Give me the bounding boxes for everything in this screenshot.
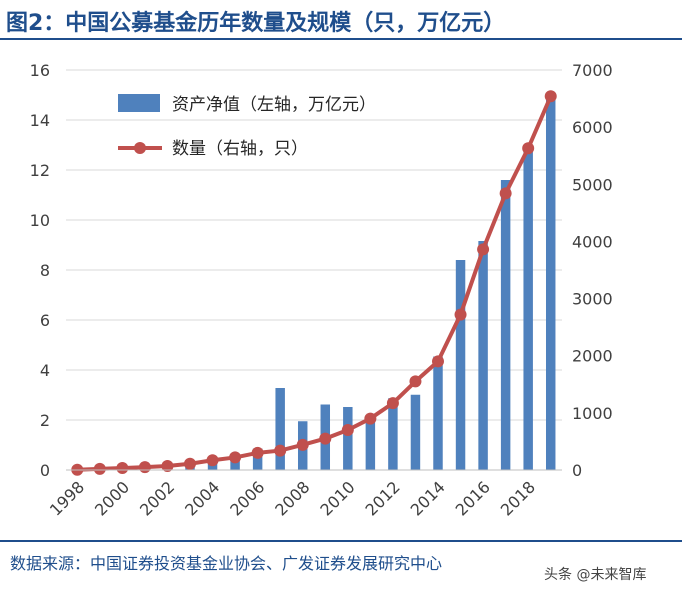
bar bbox=[410, 394, 421, 470]
right-tick-label: 7000 bbox=[572, 61, 613, 80]
count-point bbox=[138, 461, 151, 474]
count-point bbox=[93, 462, 106, 475]
count-point bbox=[116, 462, 129, 474]
count-point bbox=[296, 438, 309, 451]
bottom-rule bbox=[0, 540, 682, 542]
bar bbox=[230, 458, 240, 470]
legend-swatch-assets bbox=[118, 94, 160, 112]
asset-bars bbox=[72, 100, 556, 470]
count-polyline bbox=[77, 95, 553, 472]
left-tick-label: 16 bbox=[30, 61, 50, 80]
bar bbox=[545, 100, 556, 470]
x-tick-label: 2006 bbox=[226, 477, 268, 519]
count-point bbox=[341, 424, 354, 436]
x-tick-label: 2004 bbox=[181, 477, 223, 519]
count-point bbox=[454, 308, 467, 321]
title-bar: 图2：中国公募基金历年数量及规模（只，万亿元） bbox=[0, 0, 682, 40]
count-point bbox=[319, 432, 332, 445]
chart: 0 2 4 6 8 10 12 14 16 0 1000 2000 3000 4000 5000 6000 70… bbox=[30, 61, 613, 520]
bar bbox=[388, 398, 398, 470]
count-point bbox=[499, 187, 512, 200]
x-tick-label: 2002 bbox=[136, 477, 178, 519]
right-tick-label: 3000 bbox=[572, 290, 613, 309]
right-tick-label: 1000 bbox=[572, 404, 613, 423]
left-tick-label: 12 bbox=[30, 161, 50, 180]
count-point bbox=[229, 451, 242, 464]
left-tick-label: 8 bbox=[40, 261, 50, 280]
count-point bbox=[477, 243, 490, 256]
count-point bbox=[522, 142, 535, 155]
bar bbox=[455, 260, 466, 470]
right-tick-label: 0 bbox=[572, 461, 582, 480]
count-point bbox=[251, 446, 264, 459]
right-tick-label: 6000 bbox=[572, 118, 613, 137]
bar bbox=[500, 180, 511, 470]
chart-title: 图2：中国公募基金历年数量及规模（只，万亿元） bbox=[6, 11, 506, 36]
left-tick-label: 2 bbox=[40, 411, 50, 430]
count-point bbox=[274, 444, 287, 457]
x-tick-label: 2008 bbox=[271, 477, 313, 519]
bar bbox=[365, 415, 376, 470]
count-point bbox=[184, 457, 196, 470]
count-point bbox=[161, 460, 174, 472]
count-point bbox=[544, 90, 557, 103]
legend-marker-count bbox=[134, 142, 146, 154]
count-point bbox=[386, 397, 399, 410]
bar bbox=[275, 388, 285, 470]
x-tick-label: 2018 bbox=[497, 477, 539, 519]
bar bbox=[252, 448, 263, 470]
x-tick-label: 2000 bbox=[91, 477, 133, 519]
right-tick-label: 4000 bbox=[572, 232, 613, 251]
legend-label-assets: 资产净值（左轴，万亿元） bbox=[172, 95, 376, 115]
bar bbox=[433, 356, 443, 470]
left-tick-label: 6 bbox=[40, 311, 50, 330]
bar bbox=[523, 145, 533, 470]
x-tick-label: 2016 bbox=[452, 477, 494, 519]
legend: 资产净值（左轴，万亿元） 数量（右轴，只） bbox=[118, 94, 376, 159]
x-tick-label: 1998 bbox=[46, 477, 88, 519]
count-point bbox=[432, 355, 444, 368]
watermark: 头条 @未来智库 bbox=[540, 563, 651, 585]
left-tick-label: 0 bbox=[40, 461, 50, 480]
count-point bbox=[364, 412, 377, 425]
right-tick-label: 5000 bbox=[572, 175, 613, 194]
left-tick-label: 4 bbox=[40, 361, 50, 380]
bar bbox=[343, 407, 353, 470]
x-tick-label: 2014 bbox=[407, 477, 449, 519]
bar bbox=[478, 241, 488, 470]
title-rule bbox=[0, 38, 682, 40]
x-tick-label: 2010 bbox=[316, 477, 358, 519]
legend-label-count: 数量（右轴，只） bbox=[172, 139, 308, 159]
count-point bbox=[409, 375, 422, 388]
source-note: 数据来源：中国证券投资基金业协会、广发证券发展研究中心 bbox=[10, 554, 443, 573]
x-tick-label: 2012 bbox=[362, 477, 404, 519]
count-point bbox=[206, 454, 219, 467]
left-tick-label: 10 bbox=[30, 211, 50, 230]
left-tick-label: 14 bbox=[30, 111, 50, 130]
right-tick-label: 2000 bbox=[572, 347, 613, 366]
